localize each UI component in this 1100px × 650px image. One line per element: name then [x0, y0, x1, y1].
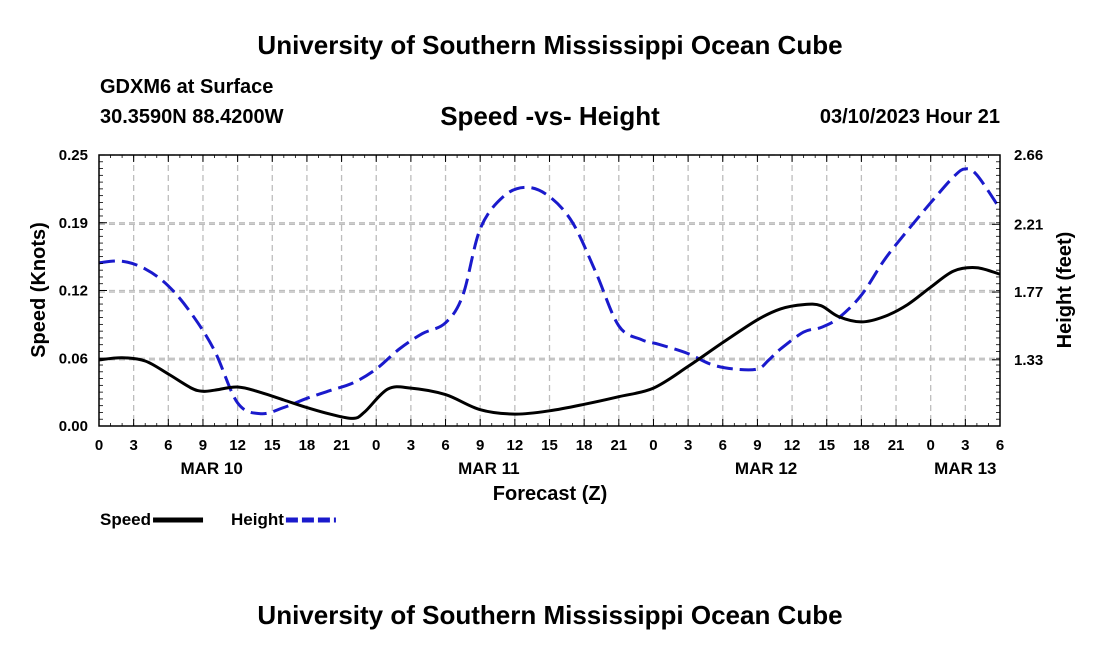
- y-right-tick-label: 2.66: [1014, 147, 1043, 164]
- x-tick-label: 0: [927, 437, 935, 454]
- y-axis-right-title: Height (feet): [1054, 232, 1076, 349]
- x-tick-label: 0: [372, 437, 380, 454]
- x-tick-label: 0: [649, 437, 657, 454]
- legend-label-speed: Speed: [100, 510, 151, 529]
- x-tick-label: 12: [784, 437, 801, 454]
- x-tick-label: 18: [299, 437, 316, 454]
- page-title: University of Southern Mississippi Ocean…: [257, 30, 843, 60]
- x-axis-title: Forecast (Z): [493, 483, 607, 505]
- coordinates-label: 30.3590N 88.4200W: [100, 106, 284, 128]
- x-tick-label: 9: [199, 437, 207, 454]
- x-tick-label: 3: [684, 437, 692, 454]
- x-tick-label: 9: [753, 437, 761, 454]
- x-tick-label: 9: [476, 437, 484, 454]
- y-left-tick-label: 0.19: [59, 215, 88, 232]
- x-tick-label: 21: [610, 437, 627, 454]
- x-tick-label: 18: [853, 437, 870, 454]
- series-line-speed: [98, 266, 1001, 420]
- x-tick-label: 15: [541, 437, 558, 454]
- x-tick-label: 6: [441, 437, 449, 454]
- y-left-tick-label: 0.00: [59, 418, 88, 435]
- day-label: MAR 10: [180, 459, 242, 478]
- x-tick-label: 15: [818, 437, 835, 454]
- day-label: MAR 12: [735, 459, 797, 478]
- axes: 0 3 6 9 12 15 18 21 0 3 6 9 12 15 18 21 0 3 6 9 12 15 18 21 0 3 6M…: [59, 147, 1043, 478]
- datetime-label: 03/10/2023 Hour 21: [819, 106, 1000, 128]
- x-tick-label: 0: [95, 437, 103, 454]
- y-left-tick-label: 0.06: [59, 350, 88, 367]
- x-tick-label: 3: [129, 437, 137, 454]
- y-axis-left-title: Speed (Knots): [28, 222, 50, 358]
- x-tick-label: 15: [264, 437, 281, 454]
- x-tick-label: 12: [229, 437, 246, 454]
- chart-subtitle: Speed -vs- Height: [440, 101, 660, 131]
- day-label: MAR 11: [458, 459, 519, 478]
- station-label: GDXM6 at Surface: [100, 76, 274, 98]
- legend-label-height: Height: [231, 510, 284, 529]
- y-right-tick-label: 1.33: [1014, 352, 1043, 369]
- series-layer: [98, 167, 1002, 420]
- grid-lines: [99, 154, 1000, 426]
- x-tick-label: 21: [333, 437, 350, 454]
- legend: Speed Height: [100, 510, 336, 529]
- y-right-tick-label: 1.77: [1014, 284, 1043, 301]
- x-tick-label: 6: [996, 437, 1004, 454]
- x-tick-label: 18: [576, 437, 593, 454]
- x-tick-label: 6: [719, 437, 727, 454]
- series-line-height: [98, 167, 1002, 416]
- footer-title: University of Southern Mississippi Ocean…: [257, 600, 843, 630]
- day-label: MAR 13: [934, 459, 996, 478]
- y-left-tick-label: 0.25: [59, 147, 88, 164]
- y-left-tick-label: 0.12: [59, 283, 88, 300]
- x-tick-label: 6: [164, 437, 172, 454]
- y-right-tick-label: 2.21: [1014, 216, 1043, 233]
- x-tick-label: 3: [407, 437, 415, 454]
- x-tick-label: 21: [888, 437, 905, 454]
- x-tick-label: 3: [961, 437, 969, 454]
- x-tick-label: 12: [507, 437, 524, 454]
